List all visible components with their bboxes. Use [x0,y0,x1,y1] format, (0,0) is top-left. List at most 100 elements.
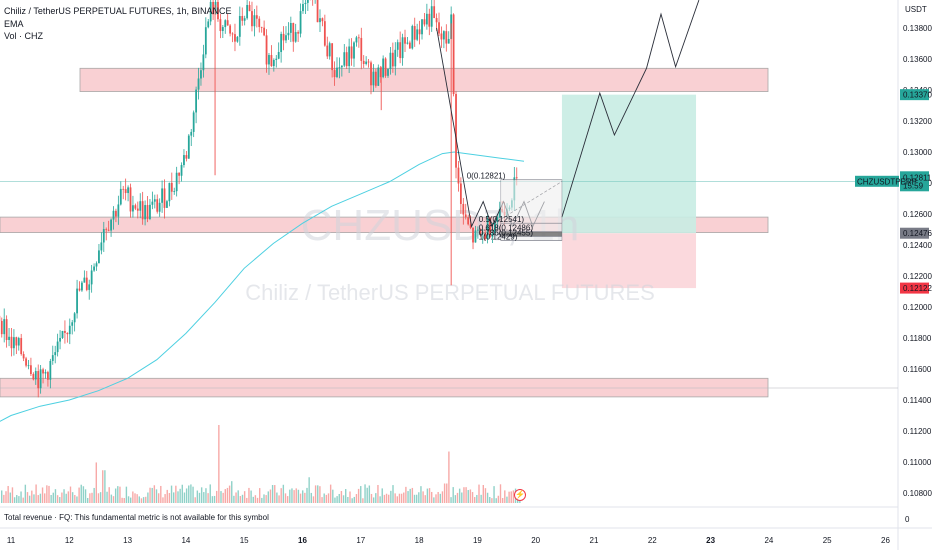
candle-body [141,201,144,220]
candle-body [156,199,159,212]
candle-body [234,34,236,42]
volume-bar [267,491,269,503]
symbol-tag: CHZUSDTPERP [857,177,917,186]
volume-indicator-label[interactable]: Vol · CHZ [4,31,44,41]
zone-resistance [79,67,769,92]
volume-bar [209,484,211,503]
volume-bar [194,497,196,503]
volume-bar [142,497,145,503]
time-tick-label: 19 [473,536,482,545]
volume-bar [383,494,386,503]
volume-bar [299,493,302,503]
volume-bar [501,497,504,503]
candle-body [411,26,414,49]
volume-bar [254,495,257,503]
volume-bar [91,492,93,503]
volume-bar [183,492,186,503]
candle-body [275,58,278,60]
candle-body [493,221,496,234]
volume-bar [207,493,209,503]
volume-bar [69,486,72,503]
volume-bar [510,491,512,503]
volume-bar [377,484,379,503]
ema-indicator-label[interactable]: EMA [4,19,24,29]
volume-bar [130,497,132,503]
volume-bar [181,484,183,503]
volume-bar [231,481,233,503]
volume-bar [400,493,403,503]
volume-bar [405,486,407,503]
volume-bar [5,491,7,503]
candle-body [30,365,32,375]
volume-bar [461,492,463,503]
volume-bar [276,492,278,503]
volume-bar [106,491,108,503]
candle-body [442,31,445,40]
volume-bar [233,495,235,503]
candle-body [357,37,360,39]
candle-body [0,320,3,335]
candle-body [54,352,57,356]
volume-bar [448,451,450,503]
volume-bar [50,495,52,503]
volume-bar [450,497,452,503]
candle-body [489,219,491,238]
volume-bar [74,494,76,503]
volume-bar [20,491,22,503]
volume-bar [13,497,16,503]
candle-body [32,374,35,380]
long-position-target-zone [561,94,697,234]
candle-body [469,224,472,228]
candle-body [408,42,411,49]
volume-bar [269,489,272,503]
volume-bar [443,483,446,503]
candle-body [435,18,438,23]
symbol-tag-bg [855,175,899,187]
volume-bar [469,489,472,503]
candle-body [224,20,227,28]
candle-body [217,1,219,20]
volume-bar [48,485,50,503]
candle-body [153,199,156,202]
candle-body [34,371,37,380]
alert-icon[interactable]: ⚡ [514,489,526,501]
volume-bar [162,497,164,503]
volume-bar [441,491,444,503]
volume-bar [484,488,487,503]
stop-price-tag: 0.12122 [903,284,932,293]
time-tick-label: 24 [764,536,773,545]
volume-bar [112,496,115,503]
candle-body [173,191,176,192]
candle-body [455,94,457,168]
volume-bar [364,484,366,503]
volume-bar [289,489,291,503]
volume-bar [345,489,347,503]
volume-bar [325,494,328,503]
candle-body [146,205,149,220]
volume-bar [413,494,416,503]
volume-bar [379,496,381,503]
volume-bar [284,493,287,503]
candle-body [226,20,229,26]
volume-bar [433,497,435,503]
candle-body [13,337,15,349]
candle-body [132,205,134,212]
candle-body [289,22,292,33]
volume-bar [314,485,317,503]
candle-body [163,188,166,208]
time-tick-label: 15 [240,536,249,545]
volume-bar [394,493,396,503]
fib-level-label: 0.618(0.12486) [479,224,534,233]
volume-zero-label: 0 [905,515,910,524]
candle-body [3,319,6,335]
candle-body [438,22,440,34]
candle-body [248,4,251,12]
candle-body [343,52,346,66]
candle-body [479,229,482,234]
candle-body [243,18,246,21]
candle-body [382,58,385,78]
candle-body [491,233,494,238]
candle-body [178,172,180,176]
